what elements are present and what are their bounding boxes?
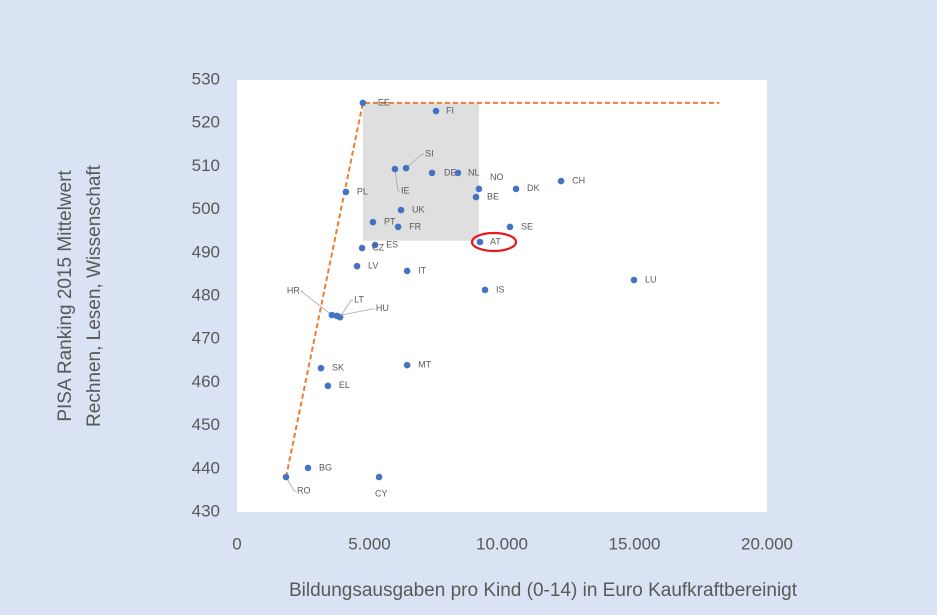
point-label: IT [418, 265, 427, 275]
point-label: SK [332, 363, 344, 373]
point-label: PT [384, 217, 396, 227]
leader-line [285, 476, 297, 492]
data-point [481, 286, 489, 294]
y-tick-label: 470 [192, 329, 220, 348]
y-tick-label: 440 [192, 458, 220, 477]
x-axis-label: Bildungsausgaben pro Kind (0-14) in Euro… [289, 580, 798, 601]
data-point [371, 241, 379, 249]
data-point [512, 185, 520, 193]
y-tick-label: 490 [192, 242, 220, 261]
y-tick-label: 530 [192, 69, 220, 88]
frontier-line [285, 101, 720, 478]
data-point [317, 364, 325, 372]
shaded-area [362, 102, 479, 241]
point-label: SI [425, 149, 434, 159]
x-tick-label: 0 [232, 534, 241, 553]
point-label: LU [645, 274, 657, 284]
plot-area [237, 80, 767, 512]
data-point [359, 99, 367, 107]
y-tick-label: 480 [192, 285, 220, 304]
y-tick-label: 460 [192, 372, 220, 391]
point-label: SE [521, 221, 533, 231]
data-point [328, 311, 336, 319]
x-tick-label: 20.000 [741, 534, 793, 553]
data-point [282, 473, 290, 481]
point-label: FI [446, 105, 454, 115]
point-label: BE [487, 191, 499, 201]
point-label: NL [468, 167, 480, 177]
leader-line [339, 299, 354, 318]
y-tick-label: 520 [192, 113, 220, 132]
data-point [333, 312, 341, 320]
x-tick-label: 15.000 [609, 534, 661, 553]
data-point [403, 267, 411, 275]
x-tick-label: 10.000 [476, 534, 528, 553]
point-label: NO [490, 172, 504, 182]
point-label: RO [297, 485, 311, 495]
point-label: CZ [372, 242, 384, 252]
data-point [324, 382, 332, 390]
data-point [630, 276, 638, 284]
y-axis-label: PISA Ranking 2015 Mittelwert [55, 170, 76, 422]
leader-line [405, 153, 425, 169]
point-label: CY [375, 488, 388, 498]
y-axis-label: Rechnen, Lesen, Wissenschaft [84, 164, 105, 427]
point-label: HR [287, 285, 300, 295]
data-point [304, 464, 312, 472]
point-label: ES [386, 239, 398, 249]
data-point [403, 361, 411, 369]
y-tick-label: 430 [192, 501, 220, 520]
y-tick-label: 510 [192, 156, 220, 175]
data-point [432, 107, 440, 115]
point-label: HU [376, 303, 389, 313]
y-tick-label: 450 [192, 415, 220, 434]
point-label: PL [357, 186, 368, 196]
leader-line [299, 290, 333, 316]
data-point [369, 218, 377, 226]
data-point [428, 169, 436, 177]
data-point [358, 244, 366, 252]
point-label: DK [527, 183, 540, 193]
point-label: AT [490, 236, 501, 246]
point-label: IE [401, 185, 410, 195]
data-point [342, 188, 350, 196]
data-point [472, 193, 480, 201]
data-point [397, 206, 405, 214]
point-label: LT [354, 295, 364, 305]
point-label: DE [444, 167, 457, 177]
data-point [454, 169, 462, 177]
point-label: FR [409, 221, 421, 231]
point-label: EE [378, 97, 390, 107]
leader-line [394, 168, 400, 192]
point-label: CH [572, 175, 585, 185]
data-point [391, 165, 399, 173]
y-tick-label: 500 [192, 199, 220, 218]
data-point [476, 238, 484, 246]
point-label: IS [496, 284, 505, 294]
point-label: EL [339, 380, 350, 390]
data-point [394, 223, 402, 231]
leader-line [336, 308, 375, 317]
data-point [375, 473, 383, 481]
data-point [475, 185, 483, 193]
point-label: LV [368, 261, 378, 271]
data-point [557, 177, 565, 185]
highlight-ellipse [470, 231, 518, 253]
data-point [506, 223, 514, 231]
x-tick-label: 5.000 [348, 534, 391, 553]
point-label: UK [412, 204, 425, 214]
point-label: BG [319, 462, 332, 472]
data-point [353, 262, 361, 270]
data-point [402, 164, 410, 172]
point-label: MT [418, 359, 431, 369]
